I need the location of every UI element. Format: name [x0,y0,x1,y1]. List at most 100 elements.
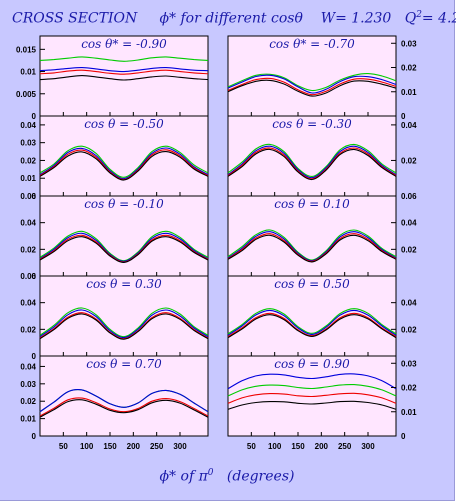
series-line-green [39,56,209,62]
series-line-green [227,383,397,397]
y-tick-label: 0.06 [401,192,417,201]
series-line-black [227,148,397,181]
series-line-red [39,397,209,417]
panel-2: 0.03 0.02 0.01 0 cos θ* = -0.70 [227,35,417,121]
panel-label: cos θ = 0.90 [274,357,350,371]
y-tick-label: 0.04 [20,299,36,308]
series-line-blue [227,74,397,94]
x-tick-label: 300 [173,442,187,451]
series-line-green [227,73,397,92]
xaxis-pi: π [198,468,208,485]
panel-7: 0.06 0.04 0.02 0 cos θ = 0.30 [20,272,209,361]
panel-frame [227,355,397,437]
y-tick-label: 0.03 [20,380,36,389]
x-tick-label: 50 [247,442,256,451]
series-line-black [39,75,209,81]
y-tick-label: 0.03 [20,139,36,148]
series-line-black [39,151,209,181]
series-line-red [39,69,209,75]
series-line-blue [227,145,397,179]
series-line-green [39,230,209,262]
y-tick-label: 0.03 [401,359,417,368]
title-costheta: cosθ [270,10,303,27]
series-line-black [227,400,397,410]
panel-5: 0.06 0.04 0.02 0 cos θ = -0.10 [20,192,209,281]
y-tick-label: 0.01 [401,408,417,417]
x-tick-label: 300 [361,442,375,451]
series-line-black [227,234,397,263]
y-tick-label: 0 [401,432,406,441]
series-line-green [227,308,397,335]
y-tick-label: 0 [401,112,406,121]
y-tick-label: 0.04 [20,362,36,371]
y-tick-label: 0.02 [20,156,36,165]
panel-6: 0.06 0.04 0.02 cos θ = 0.10 [227,192,417,277]
y-tick-label: 0.01 [20,68,36,77]
series-line-blue [39,147,209,180]
xaxis-units: (degrees) [226,468,295,485]
series-line-black [227,79,397,97]
panel-label: cos θ = 0.70 [86,357,162,371]
x-tick-label: 100 [80,442,94,451]
panel-frame [227,275,397,357]
series-line-green [227,143,397,177]
title-w: W= 1.230 [320,10,392,27]
y-tick-label: 0.02 [20,397,36,406]
y-tick-label: 0.01 [20,415,36,424]
y-tick-label: 0.03 [401,39,417,48]
x-tick-label: 250 [150,442,164,451]
panel-label: cos θ = -0.10 [84,197,164,211]
series-line-red [227,233,397,262]
y-tick-label: 0.04 [20,219,36,228]
y-tick-label: 0.04 [20,121,36,130]
series-line-blue [39,309,209,339]
title-q-base: Q [404,10,417,27]
y-tick-label: 0.015 [16,45,37,54]
x-tick-label: 150 [291,442,305,451]
y-tick-label: 0.02 [401,156,417,165]
x-tick-label: 250 [338,442,352,451]
panel-1: 0.015 0.01 0.005 0 cos θ* = -0.90 [16,35,209,121]
y-tick-label: 0.02 [20,325,36,334]
series-line-blue [227,309,397,336]
series-line-blue [39,232,209,262]
title-q-value: = 4.20 [421,10,456,27]
panel-label: cos θ = 0.10 [274,197,350,211]
xaxis-phi: ϕ* [159,468,177,485]
series-line-green [39,145,209,178]
series-line-green [227,229,397,261]
panel-3: 0.04 0.03 0.02 0.01 0 cos θ = -0.50 [20,115,209,201]
y-tick-label: 0 [32,192,37,201]
x-axis-title: ϕ* of π0 (degrees) [0,468,454,485]
panel-frame [39,355,209,437]
y-tick-label: 0.04 [401,121,417,130]
x-tick-label: 100 [268,442,282,451]
y-tick-label: 0 [32,432,37,441]
panel-4: 0.04 0.02 cos θ = -0.30 [227,115,417,197]
series-line-red [227,77,397,96]
series-line-black [39,236,209,263]
y-tick-label: 0.02 [401,384,417,393]
panel-10: 0.03 0.02 0.01 0 50 100 150 200 250 300 cos θ = 0.… [227,355,417,451]
panel-label: cos θ = 0.30 [86,277,162,291]
xaxis-of: of [180,468,195,485]
series-line-blue [227,231,397,262]
title-phi: ϕ* [159,10,177,27]
series-line-red [227,392,397,404]
title-prefix: CROSS SECTION [12,10,138,27]
y-tick-label: 0.02 [20,245,36,254]
y-tick-label: 0.02 [401,64,417,73]
x-tick-label: 200 [315,442,329,451]
panel-frame [39,35,209,117]
xaxis-pi-sup: 0 [207,468,214,478]
series-line-blue [39,67,209,73]
x-tick-label: 150 [103,442,117,451]
title-mid: for different [180,10,267,27]
y-tick-label: 0.04 [401,299,417,308]
y-tick-label: 0.005 [16,90,37,99]
series-line-black [227,314,397,339]
panel-label: cos θ = 0.50 [274,277,350,291]
series-line-green [39,307,209,338]
chart-title: CROSS SECTION ϕ* for different cosθ W= 1… [12,10,456,27]
